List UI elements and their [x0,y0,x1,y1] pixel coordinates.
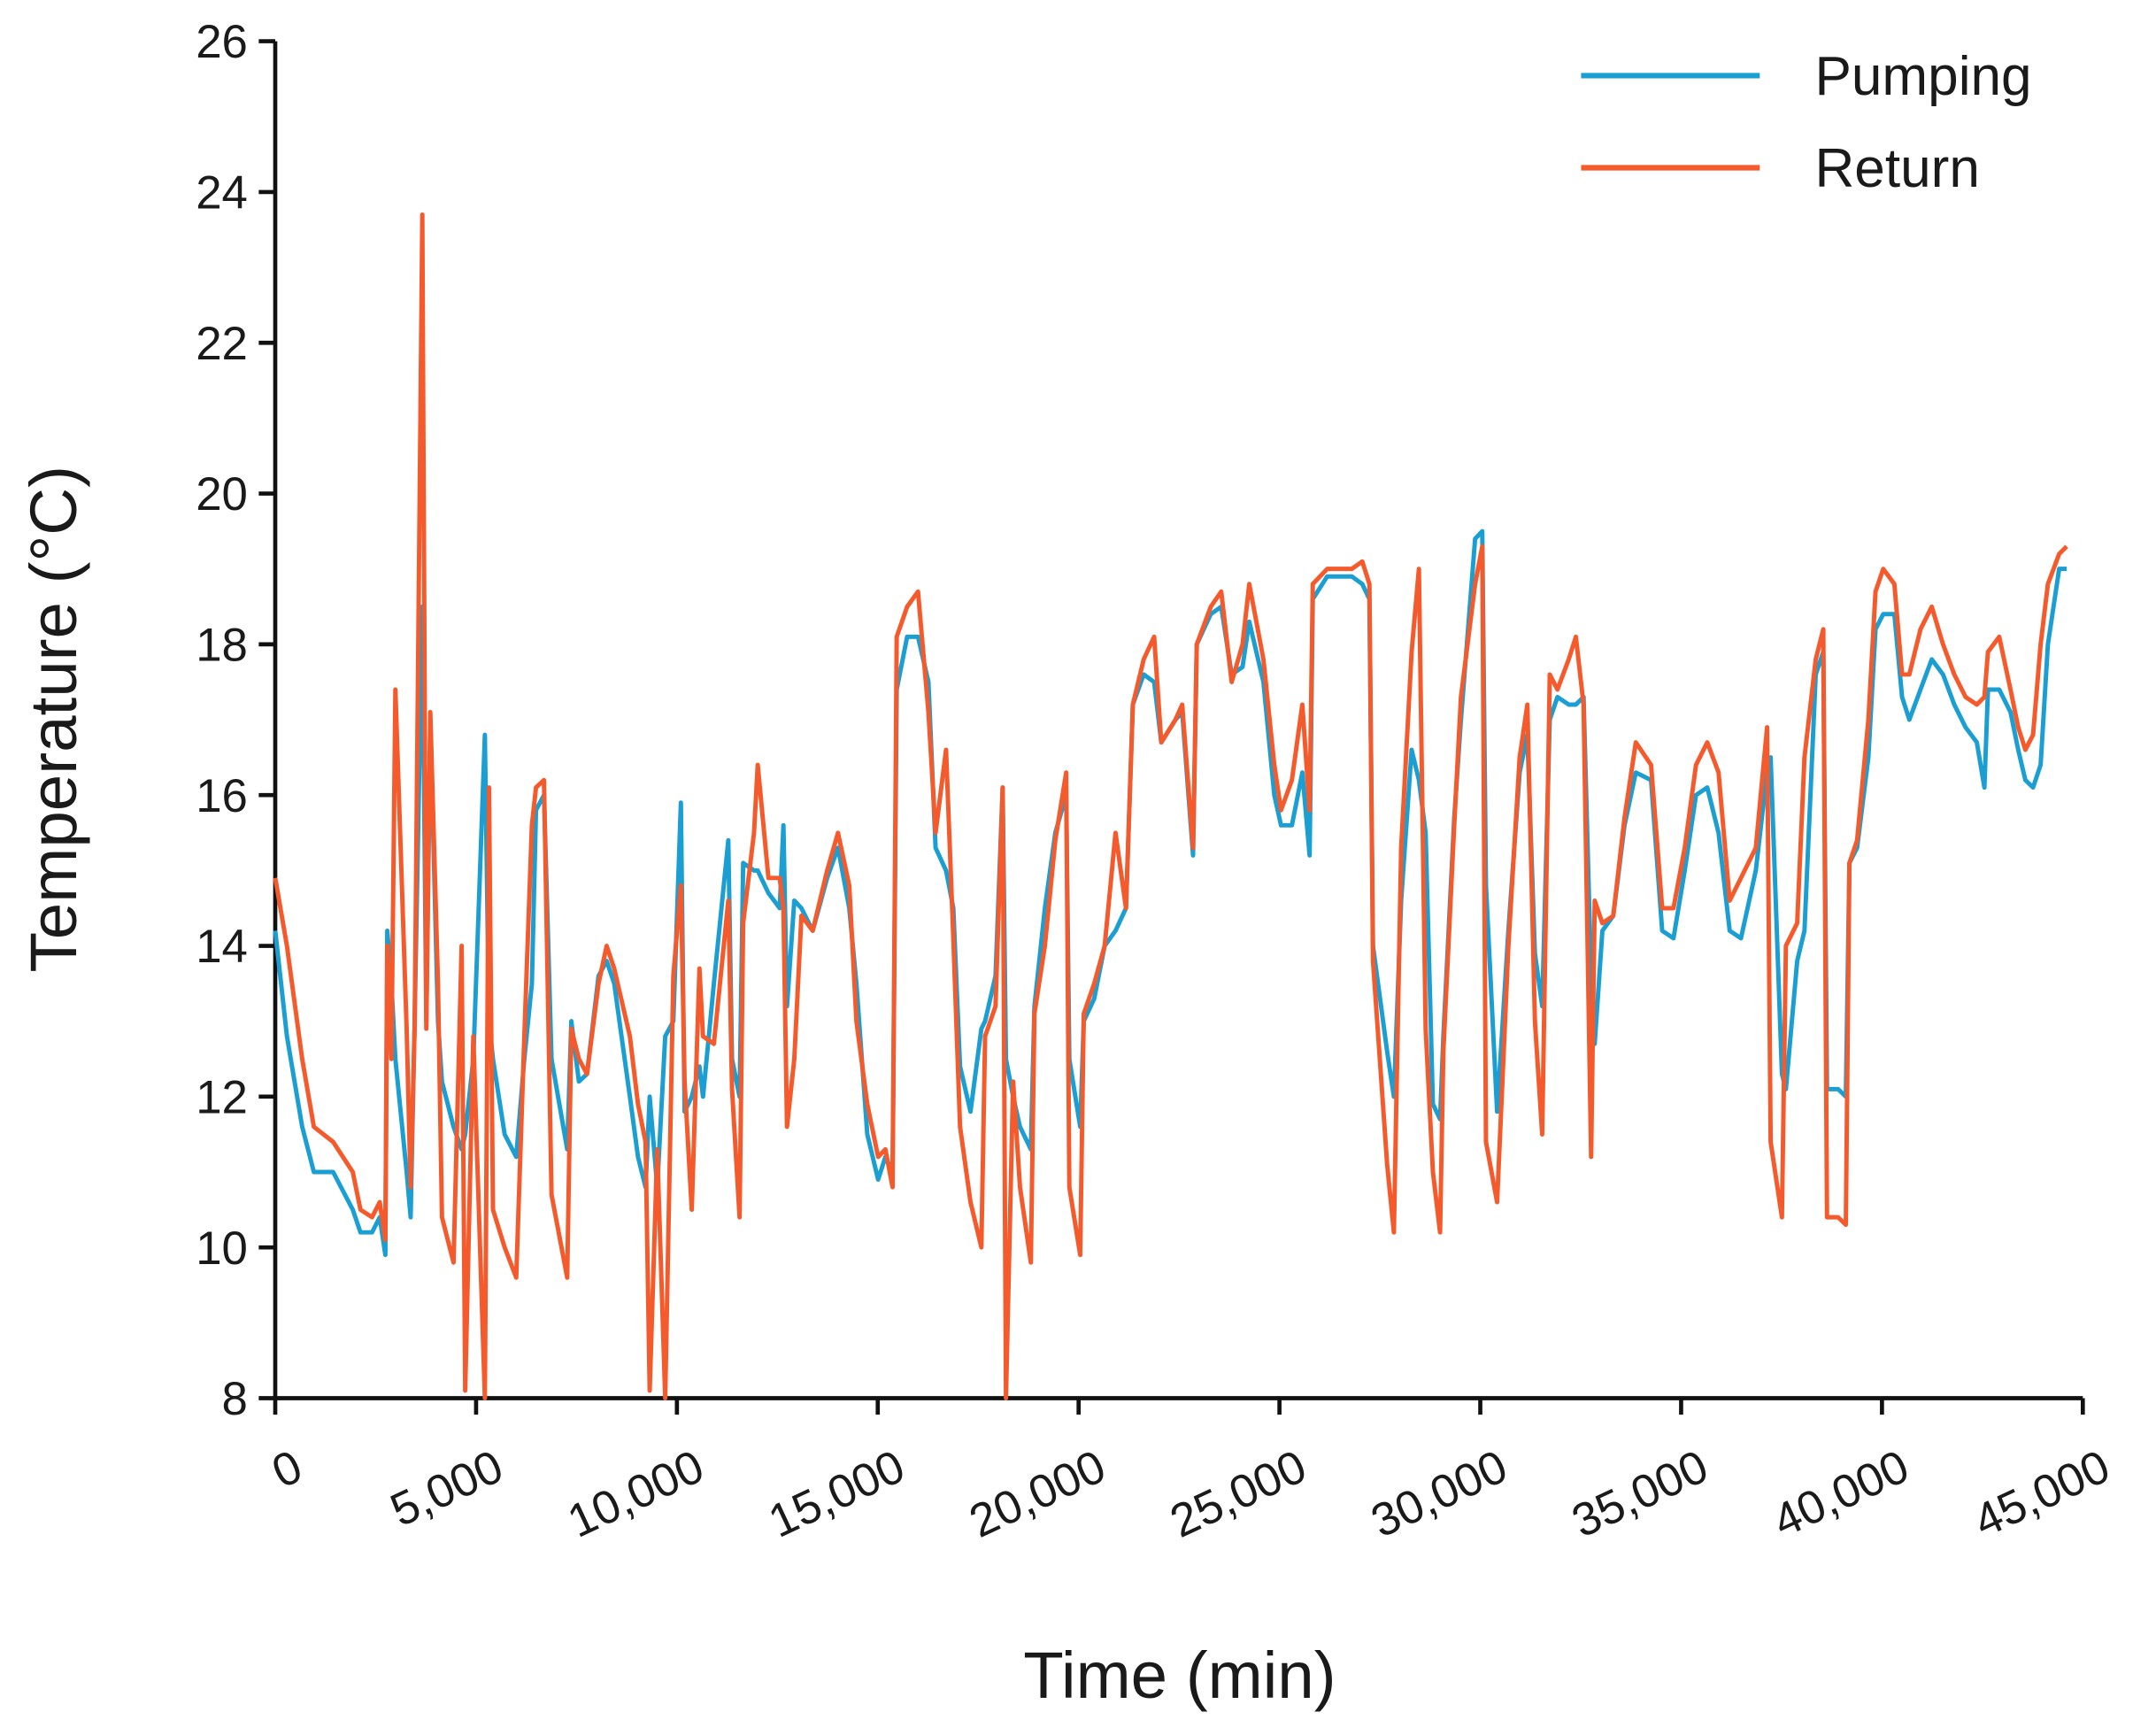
x-tick-label: 45,000 [1966,1440,2117,1548]
x-tick-label: 5,000 [382,1440,511,1537]
y-tick-label: 24 [196,167,248,220]
y-tick-label: 26 [196,16,248,68]
series-line [273,212,2068,1400]
y-tick-label: 12 [196,1071,248,1123]
y-tick-label: 18 [196,620,248,672]
x-tick-label: 10,000 [560,1440,712,1548]
x-tick-label: 25,000 [1163,1440,1314,1548]
x-axis-title: Time (min) [1023,1639,1336,1712]
x-tick-label: 40,000 [1765,1440,1916,1548]
y-tick-label: 8 [222,1373,248,1425]
y-tick-label: 10 [196,1222,248,1275]
y-tick-label: 22 [196,318,248,370]
x-tick-label: 30,000 [1363,1440,1514,1548]
x-tick-label: 20,000 [962,1440,1113,1548]
legend: Pumping Return [1581,46,2032,199]
x-tick-label: 35,000 [1564,1440,1715,1548]
legend-label: Return [1814,138,1979,199]
y-tick-label: 14 [196,921,248,973]
legend-label: Pumping [1814,46,2031,107]
x-tick-label: 0 [265,1440,311,1499]
x-tick-label: 15,000 [761,1440,912,1548]
plot-area: 8 10 12 14 16 18 20 22 24 26 0 5,000 10,000 15,000 20,… [196,16,2117,1547]
y-tick-label: 16 [196,770,248,822]
y-tick-label: 20 [196,468,248,520]
y-axis-title: Temperature (°C) [17,466,90,972]
